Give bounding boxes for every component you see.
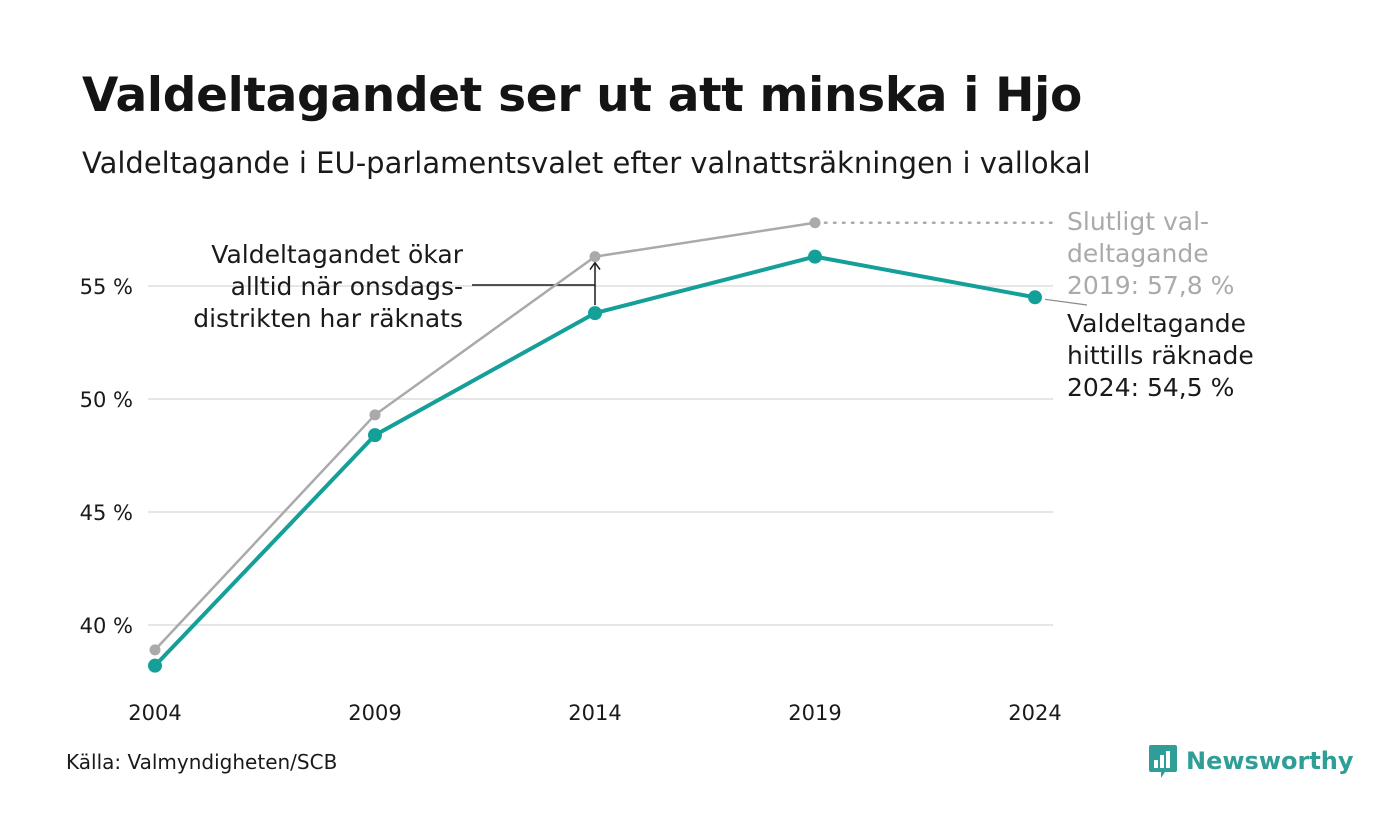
data-point-final (809, 217, 821, 229)
series-line-final (153, 221, 817, 652)
y-tick-label: 45 % (80, 501, 133, 525)
y-tick-label: 50 % (80, 388, 133, 412)
chart-subtitle: Valdeltagande i EU-parlamentsvalet efter… (82, 146, 1091, 180)
arrow-head (589, 261, 601, 271)
annotation-wednesday: distrikten har räknats (193, 304, 463, 333)
annotation-final-2019: deltagande (1067, 239, 1209, 268)
x-tick-label: 2004 (128, 701, 181, 725)
annotation-final-2019: 2019: 57,8 % (1067, 271, 1234, 300)
annotation-current-2024: hittills räknade (1067, 341, 1254, 370)
line-chart: 40 % 45 % 50 % 55 % 2004 2009 2014 2019 2024 Va… (80, 207, 1254, 725)
label-connector (1044, 298, 1088, 306)
brand-logo: Newsworthy (1148, 743, 1354, 779)
x-tick-label: 2019 (788, 701, 841, 725)
brand-name: Newsworthy (1186, 747, 1354, 775)
data-point-election_night (588, 306, 602, 321)
data-point-final (369, 409, 381, 421)
data-point-election_night (368, 428, 382, 443)
annotation-wednesday: alltid när onsdags- (231, 272, 463, 301)
data-point-final (589, 251, 601, 263)
data-point-election_night (808, 249, 822, 264)
annotation-final-2019: Slutligt val- (1067, 207, 1209, 236)
y-tick-label: 55 % (80, 275, 133, 299)
data-point-final (149, 644, 161, 656)
chart-title: Valdeltagandet ser ut att minska i Hjo (82, 68, 1082, 123)
x-tick-label: 2024 (1008, 701, 1061, 725)
data-point-election_night (148, 658, 162, 673)
bar-chart-bubble-icon (1149, 745, 1177, 778)
x-tick-label: 2009 (348, 701, 401, 725)
annotation-wednesday: Valdeltagandet ökar (211, 240, 463, 269)
annotation-current-2024: 2024: 54,5 % (1067, 373, 1234, 402)
data-point-election_night (1028, 290, 1042, 305)
x-tick-label: 2014 (568, 701, 621, 725)
annotation-current-2024: Valdeltagande (1067, 309, 1246, 338)
source-note: Källa: Valmyndigheten/SCB (66, 750, 338, 774)
y-tick-label: 40 % (80, 614, 133, 638)
